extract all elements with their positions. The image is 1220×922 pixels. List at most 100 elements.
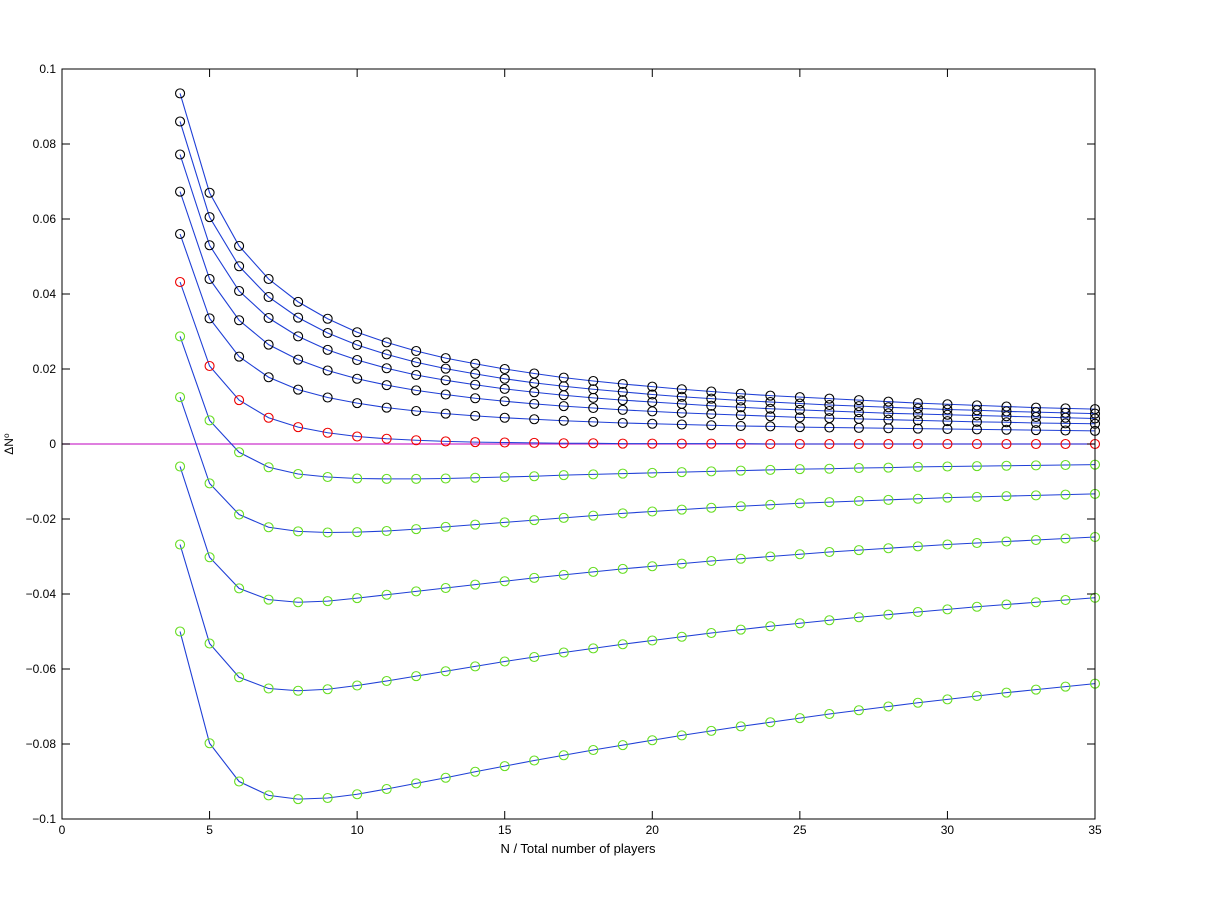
data-point — [735, 402, 746, 413]
data-point — [824, 708, 835, 720]
data-point — [824, 438, 835, 450]
data-point — [647, 735, 658, 746]
data-point — [942, 409, 953, 420]
data-point — [234, 583, 245, 594]
data-point — [381, 675, 392, 687]
data-point — [234, 672, 245, 683]
data-point — [558, 569, 569, 580]
data-point — [676, 384, 687, 395]
data-point — [647, 561, 658, 572]
data-point — [971, 424, 982, 435]
data-point — [352, 789, 363, 800]
data-point — [263, 372, 274, 383]
data-point — [470, 379, 481, 390]
data-point — [853, 395, 864, 406]
data-point — [234, 315, 245, 326]
data-point — [499, 761, 510, 772]
data-point — [293, 312, 304, 323]
data-point — [735, 388, 746, 399]
data-point — [765, 403, 776, 414]
data-point — [676, 558, 687, 569]
data-point — [588, 402, 599, 414]
data-point — [440, 436, 451, 447]
data-point — [411, 435, 422, 446]
data-point — [1030, 684, 1042, 695]
data-point — [1001, 460, 1012, 471]
data-point — [1030, 490, 1042, 501]
data-point — [175, 539, 186, 550]
data-point — [942, 604, 953, 615]
x-tick-label: 15 — [498, 823, 512, 837]
data-point — [794, 549, 805, 560]
y-tick-label: −0.1 — [32, 812, 56, 826]
data-point — [440, 772, 451, 783]
data-point — [617, 438, 628, 449]
data-point — [234, 261, 245, 272]
data-point — [735, 410, 746, 421]
data-point — [293, 597, 304, 608]
data-point — [411, 586, 422, 597]
data-point — [499, 517, 510, 528]
data-point — [381, 363, 392, 374]
data-point — [322, 392, 333, 403]
data-point — [234, 351, 245, 362]
data-point — [1030, 460, 1042, 471]
data-point — [971, 410, 982, 421]
data-point — [942, 416, 953, 427]
data-point — [912, 423, 923, 434]
data-point — [883, 402, 894, 413]
data-point — [411, 345, 422, 357]
data-point — [971, 416, 982, 427]
data-point — [499, 383, 510, 394]
data-point — [765, 396, 776, 408]
x-axis-label: N / Total number of players — [500, 841, 656, 856]
data-point — [1030, 534, 1042, 546]
data-point — [647, 381, 658, 392]
data-point — [263, 339, 274, 350]
data-point — [588, 469, 599, 480]
data-point — [971, 601, 982, 612]
data-point — [765, 464, 776, 475]
y-tick-label: 0.1 — [39, 62, 56, 76]
data-point — [794, 404, 805, 415]
data-point — [647, 467, 658, 478]
data-point — [322, 596, 333, 607]
data-point — [175, 626, 186, 637]
data-point — [794, 498, 805, 509]
data-point — [912, 408, 923, 420]
data-point — [912, 415, 923, 426]
data-point — [204, 187, 215, 198]
data-point — [853, 545, 864, 556]
data-point — [824, 497, 835, 508]
data-point — [1030, 597, 1042, 608]
data-point — [1060, 681, 1071, 692]
data-point — [293, 354, 304, 365]
data-point — [617, 378, 628, 390]
data-point — [175, 149, 186, 160]
data-point — [529, 755, 540, 766]
data-point — [883, 609, 894, 620]
data-point — [617, 386, 628, 397]
data-point — [352, 339, 363, 351]
data-point — [322, 471, 333, 483]
data-point — [853, 407, 864, 418]
data-point — [499, 412, 510, 423]
data-point — [647, 635, 658, 646]
series-line-6 — [179, 281, 1095, 445]
data-point — [1060, 412, 1071, 423]
data-point — [706, 466, 717, 477]
data-point — [470, 368, 481, 379]
data-point — [293, 468, 304, 480]
data-point — [765, 438, 776, 450]
data-point — [322, 792, 333, 804]
data-point — [706, 393, 717, 404]
data-point — [883, 396, 894, 407]
data-point — [647, 506, 658, 517]
data-point — [204, 738, 215, 749]
data-point — [1060, 418, 1071, 429]
data-point — [1001, 438, 1012, 450]
data-point — [883, 701, 894, 712]
data-point — [558, 647, 569, 658]
data-point — [617, 563, 628, 574]
